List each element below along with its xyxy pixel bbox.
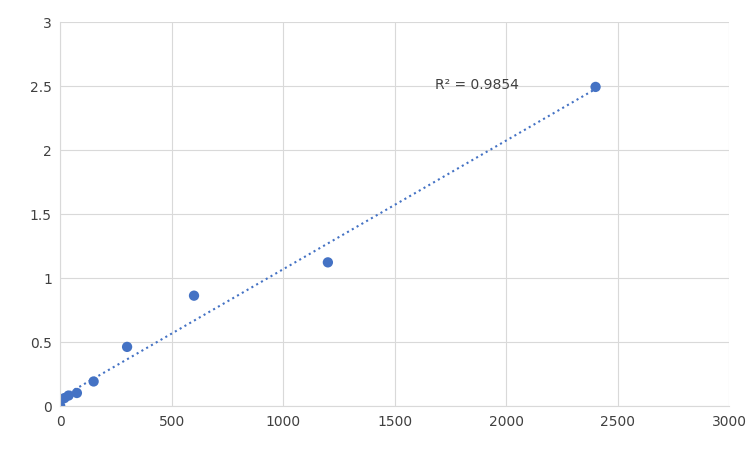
- Text: R² = 0.9854: R² = 0.9854: [435, 78, 519, 92]
- Point: [322, 259, 334, 267]
- Point: [59, 395, 71, 402]
- Point: [590, 84, 602, 91]
- Point: [54, 402, 66, 410]
- Point: [87, 378, 99, 385]
- Point: [62, 392, 74, 399]
- Point: [188, 292, 200, 299]
- Point: [71, 390, 83, 397]
- Point: [121, 344, 133, 351]
